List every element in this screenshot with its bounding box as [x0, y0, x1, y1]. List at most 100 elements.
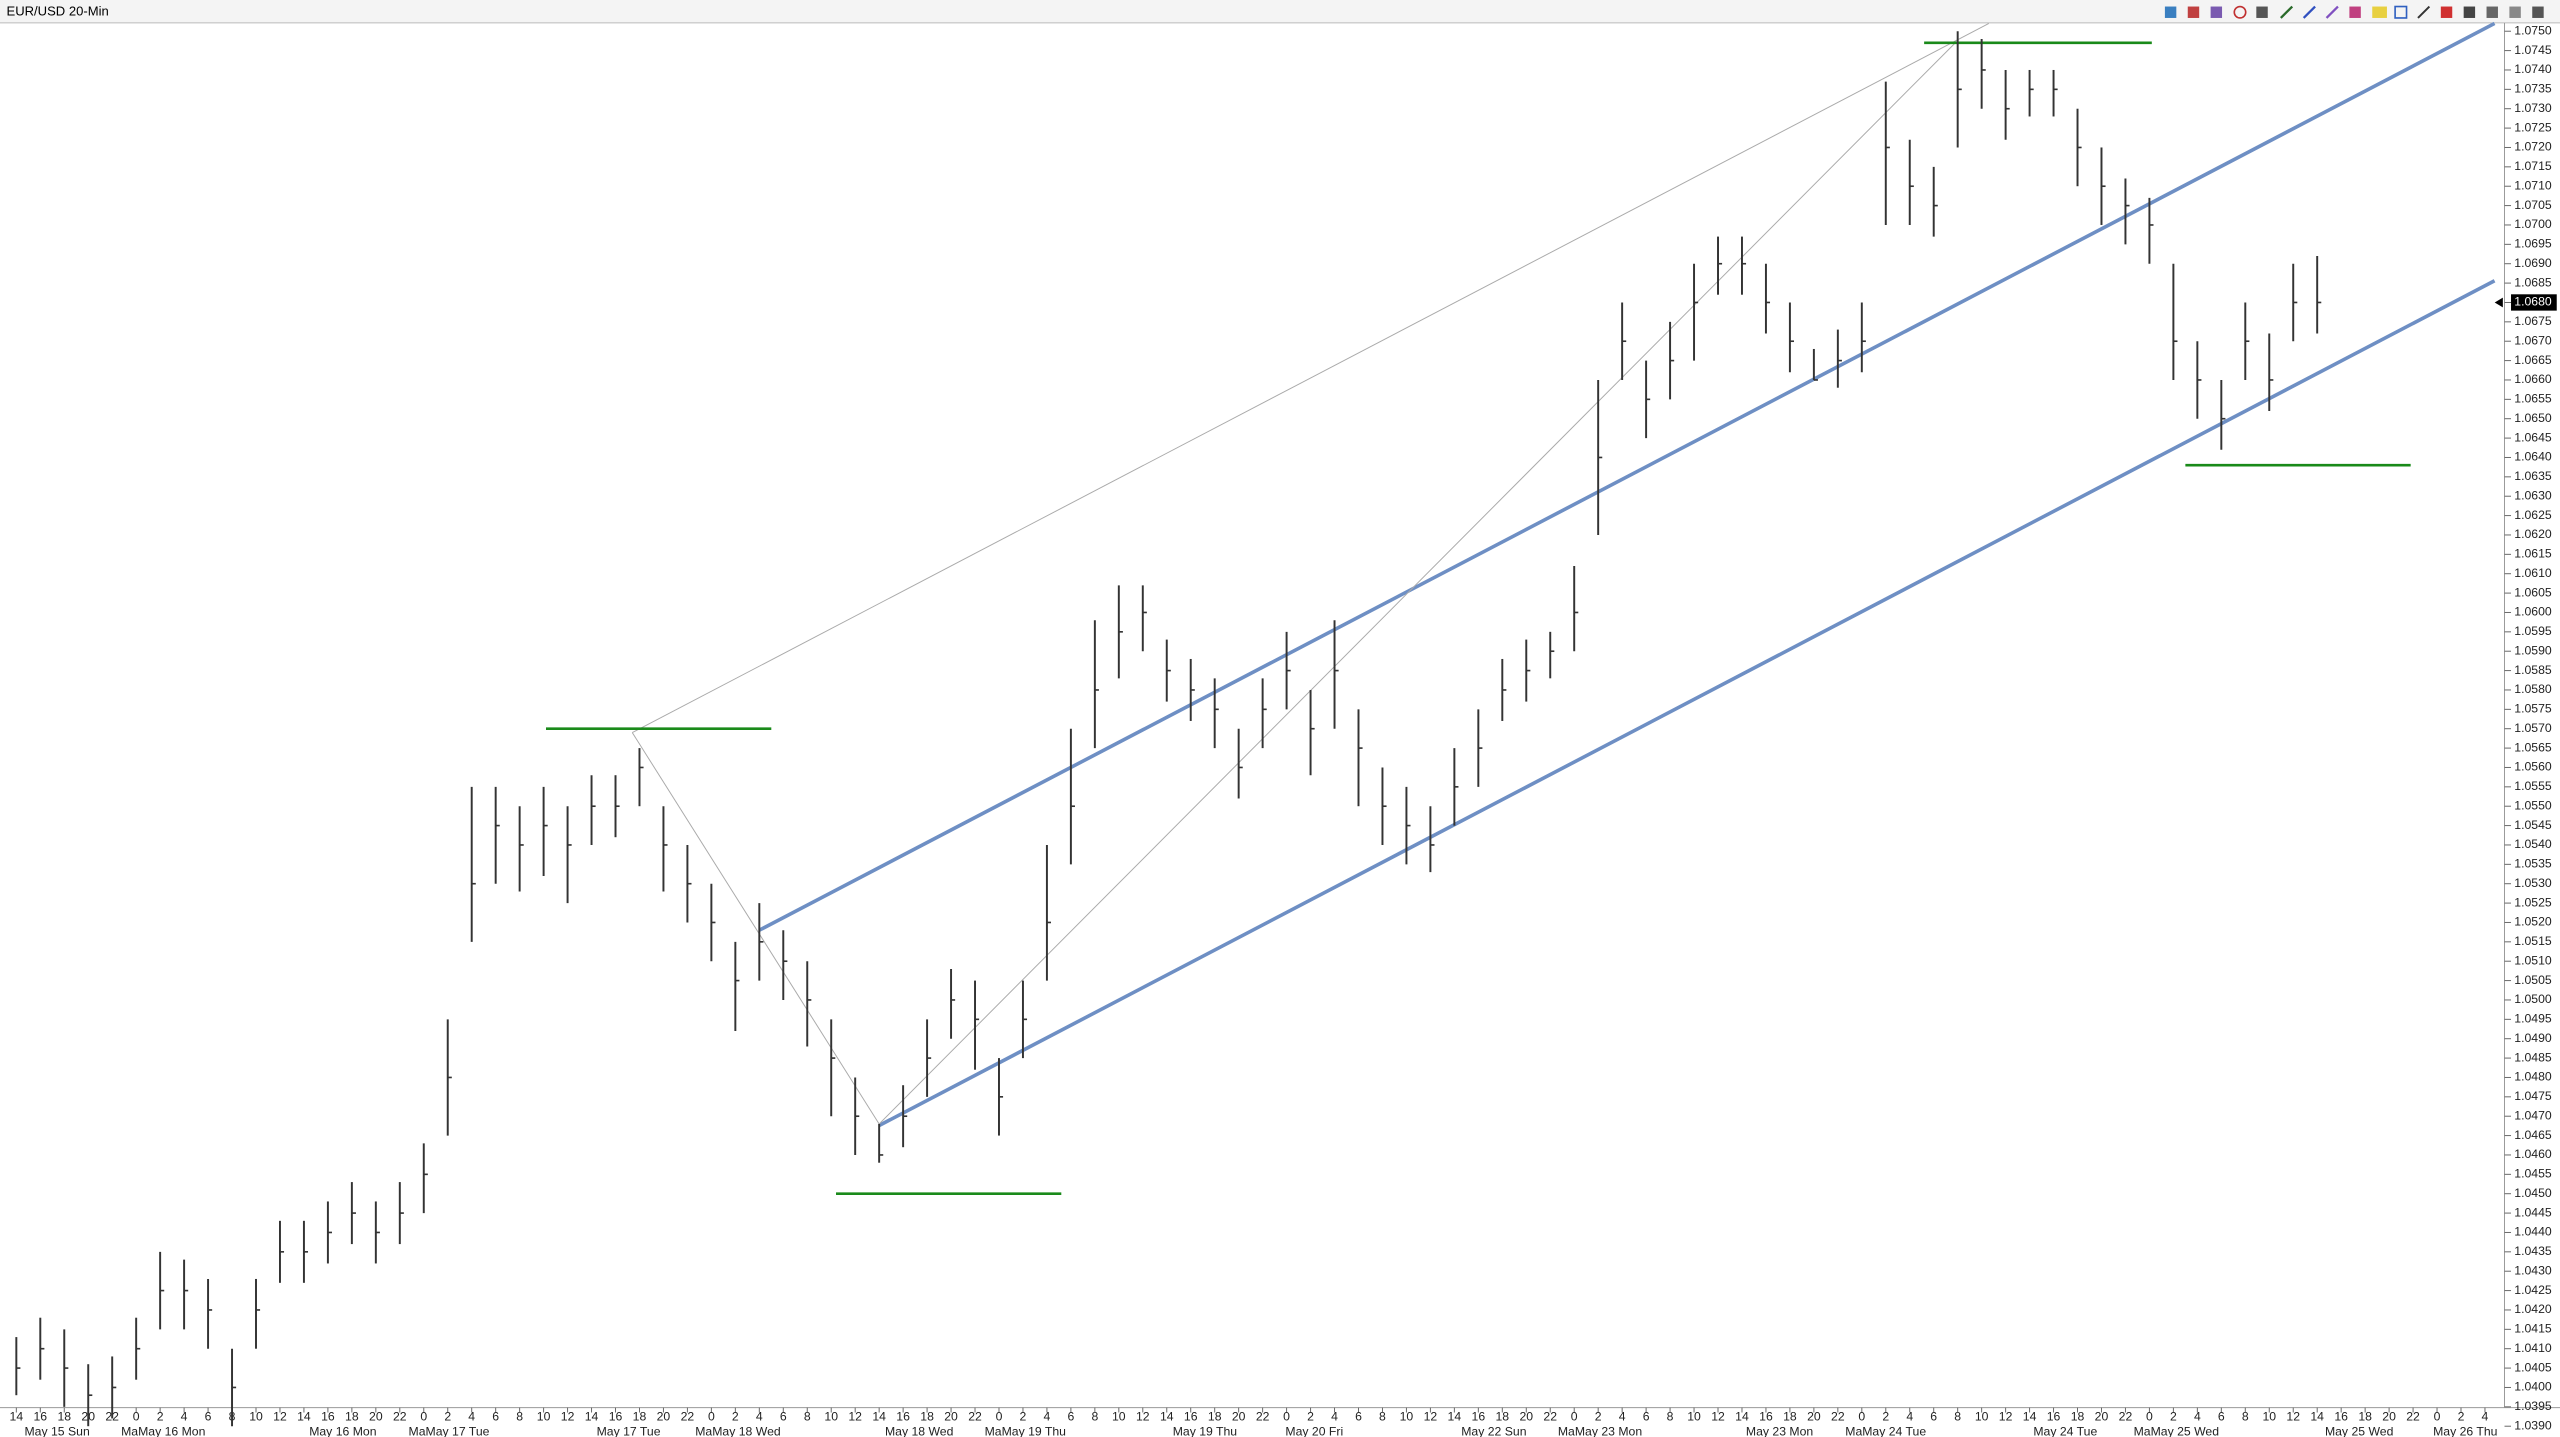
tool-icon[interactable] [2164, 6, 2177, 18]
y-tick-label: 1.0750 [2514, 23, 2552, 37]
x-tick-label: 22 [681, 1410, 695, 1424]
date-label: May 18 Wed [885, 1424, 954, 1437]
x-tick-label: 18 [920, 1410, 934, 1424]
tool-icon[interactable] [2325, 5, 2339, 19]
date-label: MaMay 25 Wed [2134, 1424, 2220, 1437]
x-tick-label: 18 [2358, 1410, 2372, 1424]
x-tick-label: 10 [1687, 1410, 1701, 1424]
x-tick-label: 14 [872, 1410, 886, 1424]
y-tick-label: 1.0455 [2514, 1167, 2552, 1181]
y-tick-label: 1.0560 [2514, 760, 2552, 774]
x-tick-label: 10 [824, 1410, 838, 1424]
x-tick-label: 0 [1283, 1410, 1290, 1424]
tool-icon[interactable] [2486, 6, 2498, 18]
tool-icon[interactable] [2187, 6, 2200, 18]
x-tick-label: 4 [2482, 1410, 2489, 1424]
x-tick-label: 14 [1448, 1410, 1462, 1424]
date-label: May 15 Sun [24, 1424, 89, 1437]
x-tick-label: 6 [1067, 1410, 1074, 1424]
tool-icon[interactable] [2233, 5, 2247, 19]
y-tick-label: 1.0485 [2514, 1050, 2552, 1064]
x-tick-label: 10 [1975, 1410, 1989, 1424]
x-tick-label: 20 [1519, 1410, 1533, 1424]
x-tick-label: 0 [1858, 1410, 1865, 1424]
x-tick-label: 10 [1112, 1410, 1126, 1424]
tool-icon[interactable] [2210, 6, 2223, 18]
x-tick-label: 12 [848, 1410, 862, 1424]
last-price-box [2511, 294, 2557, 311]
x-tick-label: 20 [1807, 1410, 1821, 1424]
tool-icon[interactable] [2280, 5, 2294, 19]
y-tick-label: 1.0525 [2514, 895, 2552, 909]
x-tick-label: 12 [1424, 1410, 1438, 1424]
x-tick-label: 16 [33, 1410, 47, 1424]
tool-icon[interactable] [2302, 5, 2316, 19]
x-tick-label: 16 [896, 1410, 910, 1424]
y-tick-label: 1.0425 [2514, 1283, 2552, 1297]
x-tick-label: 8 [804, 1410, 811, 1424]
y-tick-label: 1.0580 [2514, 682, 2552, 696]
x-tick-label: 6 [492, 1410, 499, 1424]
y-tick-label: 1.0465 [2514, 1128, 2552, 1142]
y-tick-label: 1.0690 [2514, 256, 2552, 270]
y-tick-label: 1.0415 [2514, 1322, 2552, 1336]
toolbar-icons [2164, 5, 2544, 19]
y-tick-label: 1.0685 [2514, 275, 2552, 289]
date-label: May 24 Tue [2033, 1424, 2097, 1437]
y-tick-label: 1.0435 [2514, 1244, 2552, 1258]
x-tick-label: 18 [345, 1410, 359, 1424]
x-tick-label: 4 [468, 1410, 475, 1424]
y-tick-label: 1.0405 [2514, 1360, 2552, 1374]
y-tick-label: 1.0605 [2514, 585, 2552, 599]
tool-icon[interactable] [2417, 5, 2431, 19]
x-tick-label: 4 [2194, 1410, 2201, 1424]
x-tick-label: 12 [1999, 1410, 2013, 1424]
tool-icon[interactable] [2532, 6, 2544, 18]
tool-icon[interactable] [2372, 6, 2387, 18]
y-tick-label: 1.0480 [2514, 1070, 2552, 1084]
tool-icon[interactable] [2394, 5, 2408, 19]
x-tick-label: 22 [393, 1410, 407, 1424]
x-tick-label: 0 [708, 1410, 715, 1424]
date-label: May 22 Sun [1461, 1424, 1526, 1437]
tool-icon[interactable] [2509, 6, 2521, 18]
y-tick-label: 1.0610 [2514, 566, 2552, 580]
y-tick-label: 1.0615 [2514, 547, 2552, 561]
x-tick-label: 2 [1020, 1410, 1027, 1424]
x-tick-label: 18 [57, 1410, 71, 1424]
tool-icon[interactable] [2440, 6, 2453, 18]
x-tick-label: 20 [657, 1410, 671, 1424]
y-tick-label: 1.0725 [2514, 120, 2552, 134]
x-tick-label: 14 [10, 1410, 24, 1424]
x-tick-label: 0 [1571, 1410, 1578, 1424]
y-tick-label: 1.0715 [2514, 159, 2552, 173]
y-tick-label: 1.0535 [2514, 857, 2552, 871]
x-tick-label: 2 [2170, 1410, 2177, 1424]
tool-icon[interactable] [2256, 6, 2268, 18]
x-tick-label: 2 [1307, 1410, 1314, 1424]
y-tick-label: 1.0545 [2514, 818, 2552, 832]
x-tick-label: 12 [1136, 1410, 1150, 1424]
toolbar [0, 0, 2560, 23]
y-tick-label: 1.0595 [2514, 624, 2552, 638]
tool-icon[interactable] [2349, 6, 2361, 18]
x-tick-label: 2 [157, 1410, 164, 1424]
y-tick-label: 1.0575 [2514, 702, 2552, 716]
y-tick-label: 1.0645 [2514, 430, 2552, 444]
x-tick-label: 20 [2095, 1410, 2109, 1424]
x-tick-label: 8 [2242, 1410, 2249, 1424]
y-tick-label: 1.0745 [2514, 43, 2552, 57]
y-tick-label: 1.0570 [2514, 721, 2552, 735]
x-tick-label: 16 [2334, 1410, 2348, 1424]
y-tick-label: 1.0630 [2514, 488, 2552, 502]
x-tick-label: 8 [516, 1410, 523, 1424]
date-label: MaMay 24 Tue [1845, 1424, 1926, 1437]
y-tick-label: 1.0640 [2514, 450, 2552, 464]
x-tick-label: 6 [1355, 1410, 1362, 1424]
x-tick-label: 10 [1400, 1410, 1414, 1424]
y-tick-label: 1.0665 [2514, 353, 2552, 367]
tool-icon[interactable] [2463, 6, 2476, 18]
trend-line [631, 42, 1956, 1125]
y-tick-label: 1.0740 [2514, 62, 2552, 76]
